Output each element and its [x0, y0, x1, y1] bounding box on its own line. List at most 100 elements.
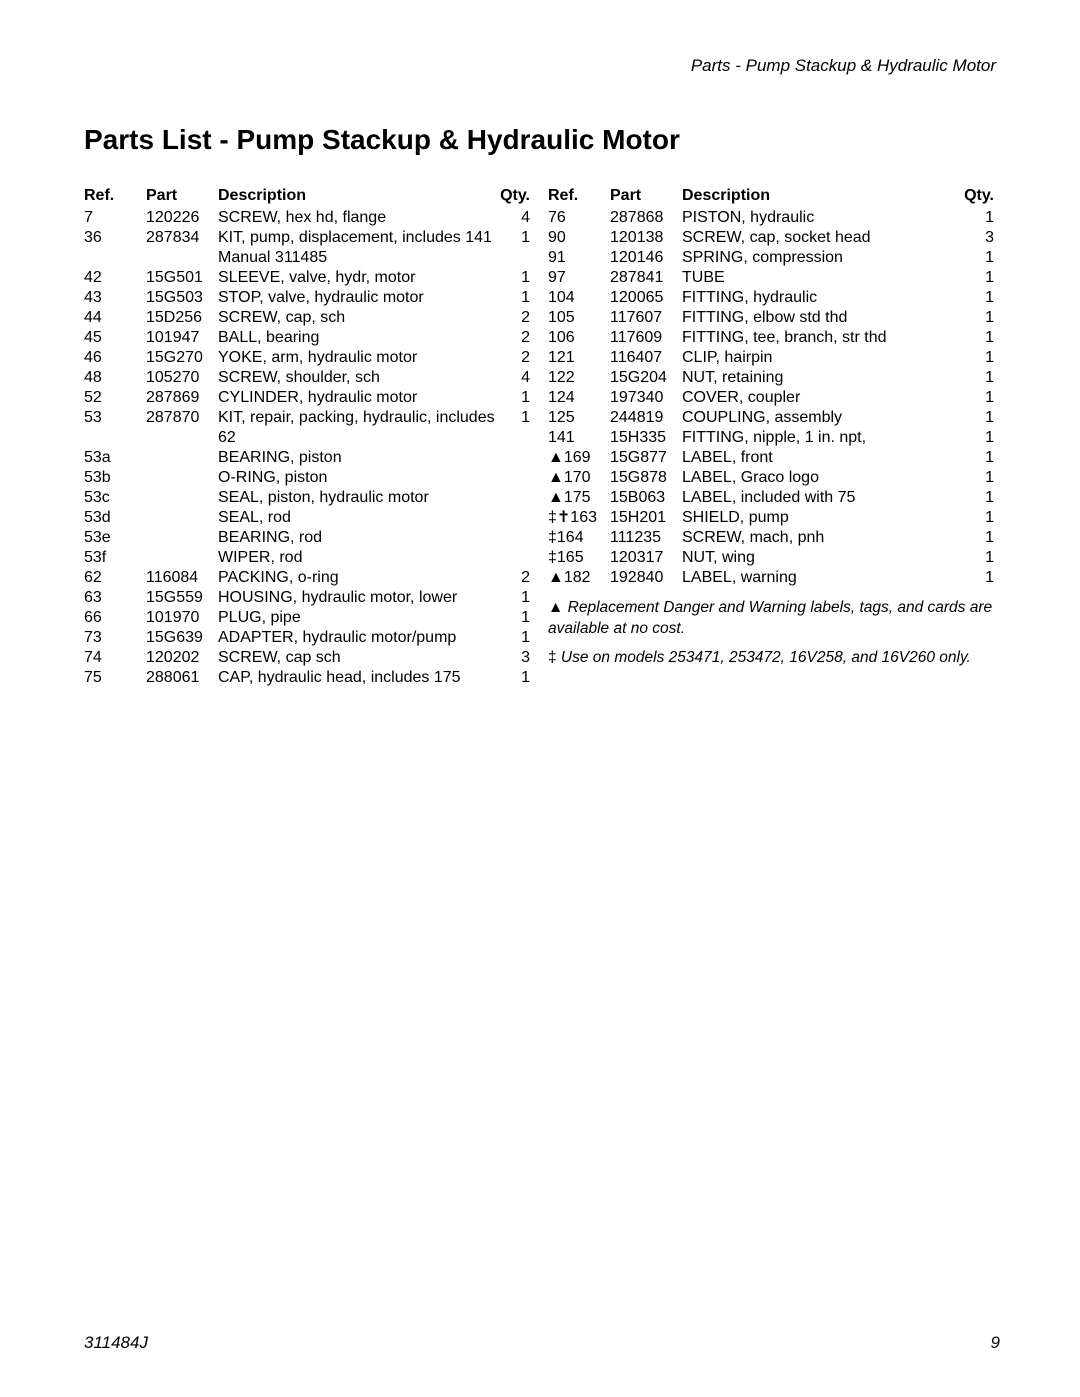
cell-ref: 91 — [548, 248, 610, 268]
table-row: 91120146SPRING, compression1 — [548, 248, 998, 268]
footnote-triangle-text: Replacement Danger and Warning labels, t… — [548, 599, 992, 637]
cell-desc: KIT, pump, displacement, includes 141 — [218, 228, 500, 248]
cell-qty: 1 — [964, 248, 998, 268]
th-desc: Description — [682, 186, 964, 208]
cell-qty: 1 — [964, 568, 998, 588]
table-row: 52287869CYLINDER, hydraulic motor1 — [84, 388, 534, 408]
cell-desc: PLUG, pipe — [218, 608, 500, 628]
cell-qty: 4 — [500, 368, 534, 388]
cell-qty: 3 — [500, 648, 534, 668]
cell-desc: FITTING, elbow std thd — [682, 308, 964, 328]
th-ref: Ref. — [84, 186, 146, 208]
cell-desc: YOKE, arm, hydraulic motor — [218, 348, 500, 368]
cell-part — [146, 248, 218, 268]
cell-ref: ‡✝163 — [548, 508, 610, 528]
cell-part: 15G878 — [610, 468, 682, 488]
cell-part: 287869 — [146, 388, 218, 408]
cell-part — [146, 468, 218, 488]
cell-part: 117607 — [610, 308, 682, 328]
cell-ref: 75 — [84, 668, 146, 688]
cell-desc: TUBE — [682, 268, 964, 288]
cell-desc: FITTING, tee, branch, str thd — [682, 328, 964, 348]
cell-qty: 1 — [500, 668, 534, 688]
cell-part: 288061 — [146, 668, 218, 688]
cell-qty: 2 — [500, 568, 534, 588]
cell-part: 15G270 — [146, 348, 218, 368]
cell-qty: 1 — [964, 528, 998, 548]
cell-ref: 63 — [84, 588, 146, 608]
cell-ref: 46 — [84, 348, 146, 368]
cell-qty — [500, 468, 534, 488]
cell-ref: 7 — [84, 208, 146, 228]
cell-desc: Manual 311485 — [218, 248, 500, 268]
dagger-icon: ‡ — [548, 649, 557, 666]
cell-qty: 1 — [964, 308, 998, 328]
cell-qty: 1 — [964, 548, 998, 568]
cell-desc: LABEL, front — [682, 448, 964, 468]
table-row: 76287868PISTON, hydraulic1 — [548, 208, 998, 228]
cell-qty — [500, 248, 534, 268]
cell-ref: 53b — [84, 468, 146, 488]
cell-desc: CLIP, hairpin — [682, 348, 964, 368]
table-head-row: Ref. Part Description Qty. — [84, 186, 534, 208]
cell-desc: SCREW, cap sch — [218, 648, 500, 668]
cell-desc: BALL, bearing — [218, 328, 500, 348]
footnote-dagger: ‡ Use on models 253471, 253472, 16V258, … — [548, 648, 998, 669]
cell-part: 15G559 — [146, 588, 218, 608]
table-row: 124197340COVER, coupler1 — [548, 388, 998, 408]
table-row: ‡164111235SCREW, mach, pnh1 — [548, 528, 998, 548]
th-desc: Description — [218, 186, 500, 208]
th-qty: Qty. — [500, 186, 534, 208]
cell-part — [146, 528, 218, 548]
cell-part — [146, 488, 218, 508]
table-row: ▲17515B063LABEL, included with 751 — [548, 488, 998, 508]
table-head-row: Ref. Part Description Qty. — [548, 186, 998, 208]
cell-ref: 53 — [84, 408, 146, 448]
cell-desc: SLEEVE, valve, hydr, motor — [218, 268, 500, 288]
table-row: 53cSEAL, piston, hydraulic motor — [84, 488, 534, 508]
table-row: 7120226SCREW, hex hd, flange4 — [84, 208, 534, 228]
cell-qty: 1 — [964, 468, 998, 488]
cell-ref: ‡165 — [548, 548, 610, 568]
cell-desc: SEAL, rod — [218, 508, 500, 528]
page-number: 9 — [991, 1333, 1000, 1353]
cell-part: 120202 — [146, 648, 218, 668]
cell-part: 287834 — [146, 228, 218, 248]
cell-ref: 48 — [84, 368, 146, 388]
cell-qty: 3 — [964, 228, 998, 248]
cell-ref: 74 — [84, 648, 146, 668]
table-row: 90120138SCREW, cap, socket head3 — [548, 228, 998, 248]
cell-qty: 1 — [500, 288, 534, 308]
cell-qty: 1 — [964, 348, 998, 368]
cell-ref: 124 — [548, 388, 610, 408]
cell-part: 287870 — [146, 408, 218, 448]
table-row: Manual 311485 — [84, 248, 534, 268]
cell-qty: 1 — [500, 388, 534, 408]
footnote-triangle: ▲ Replacement Danger and Warning labels,… — [548, 598, 998, 640]
footnotes: ▲ Replacement Danger and Warning labels,… — [548, 598, 998, 669]
table-row: 4415D256SCREW, cap, sch2 — [84, 308, 534, 328]
table-row: 105117607FITTING, elbow std thd1 — [548, 308, 998, 328]
columns-wrap: Ref. Part Description Qty. 7120226SCREW,… — [84, 186, 1000, 688]
cell-desc: CAP, hydraulic head, includes 175 — [218, 668, 500, 688]
cell-qty: 1 — [964, 208, 998, 228]
cell-part: 15G639 — [146, 628, 218, 648]
left-column: Ref. Part Description Qty. 7120226SCREW,… — [84, 186, 534, 688]
cell-qty: 2 — [500, 328, 534, 348]
cell-qty: 1 — [500, 228, 534, 248]
cell-desc: O-RING, piston — [218, 468, 500, 488]
cell-ref: ▲175 — [548, 488, 610, 508]
cell-qty — [500, 448, 534, 468]
cell-ref: 44 — [84, 308, 146, 328]
cell-ref: ▲169 — [548, 448, 610, 468]
table-row: 97287841TUBE1 — [548, 268, 998, 288]
cell-part: 287868 — [610, 208, 682, 228]
table-row: 4215G501SLEEVE, valve, hydr, motor1 — [84, 268, 534, 288]
cell-ref: 121 — [548, 348, 610, 368]
table-row: 53aBEARING, piston — [84, 448, 534, 468]
cell-desc: SEAL, piston, hydraulic motor — [218, 488, 500, 508]
cell-desc: SCREW, cap, socket head — [682, 228, 964, 248]
cell-ref: 104 — [548, 288, 610, 308]
cell-part: 15D256 — [146, 308, 218, 328]
cell-ref: 66 — [84, 608, 146, 628]
